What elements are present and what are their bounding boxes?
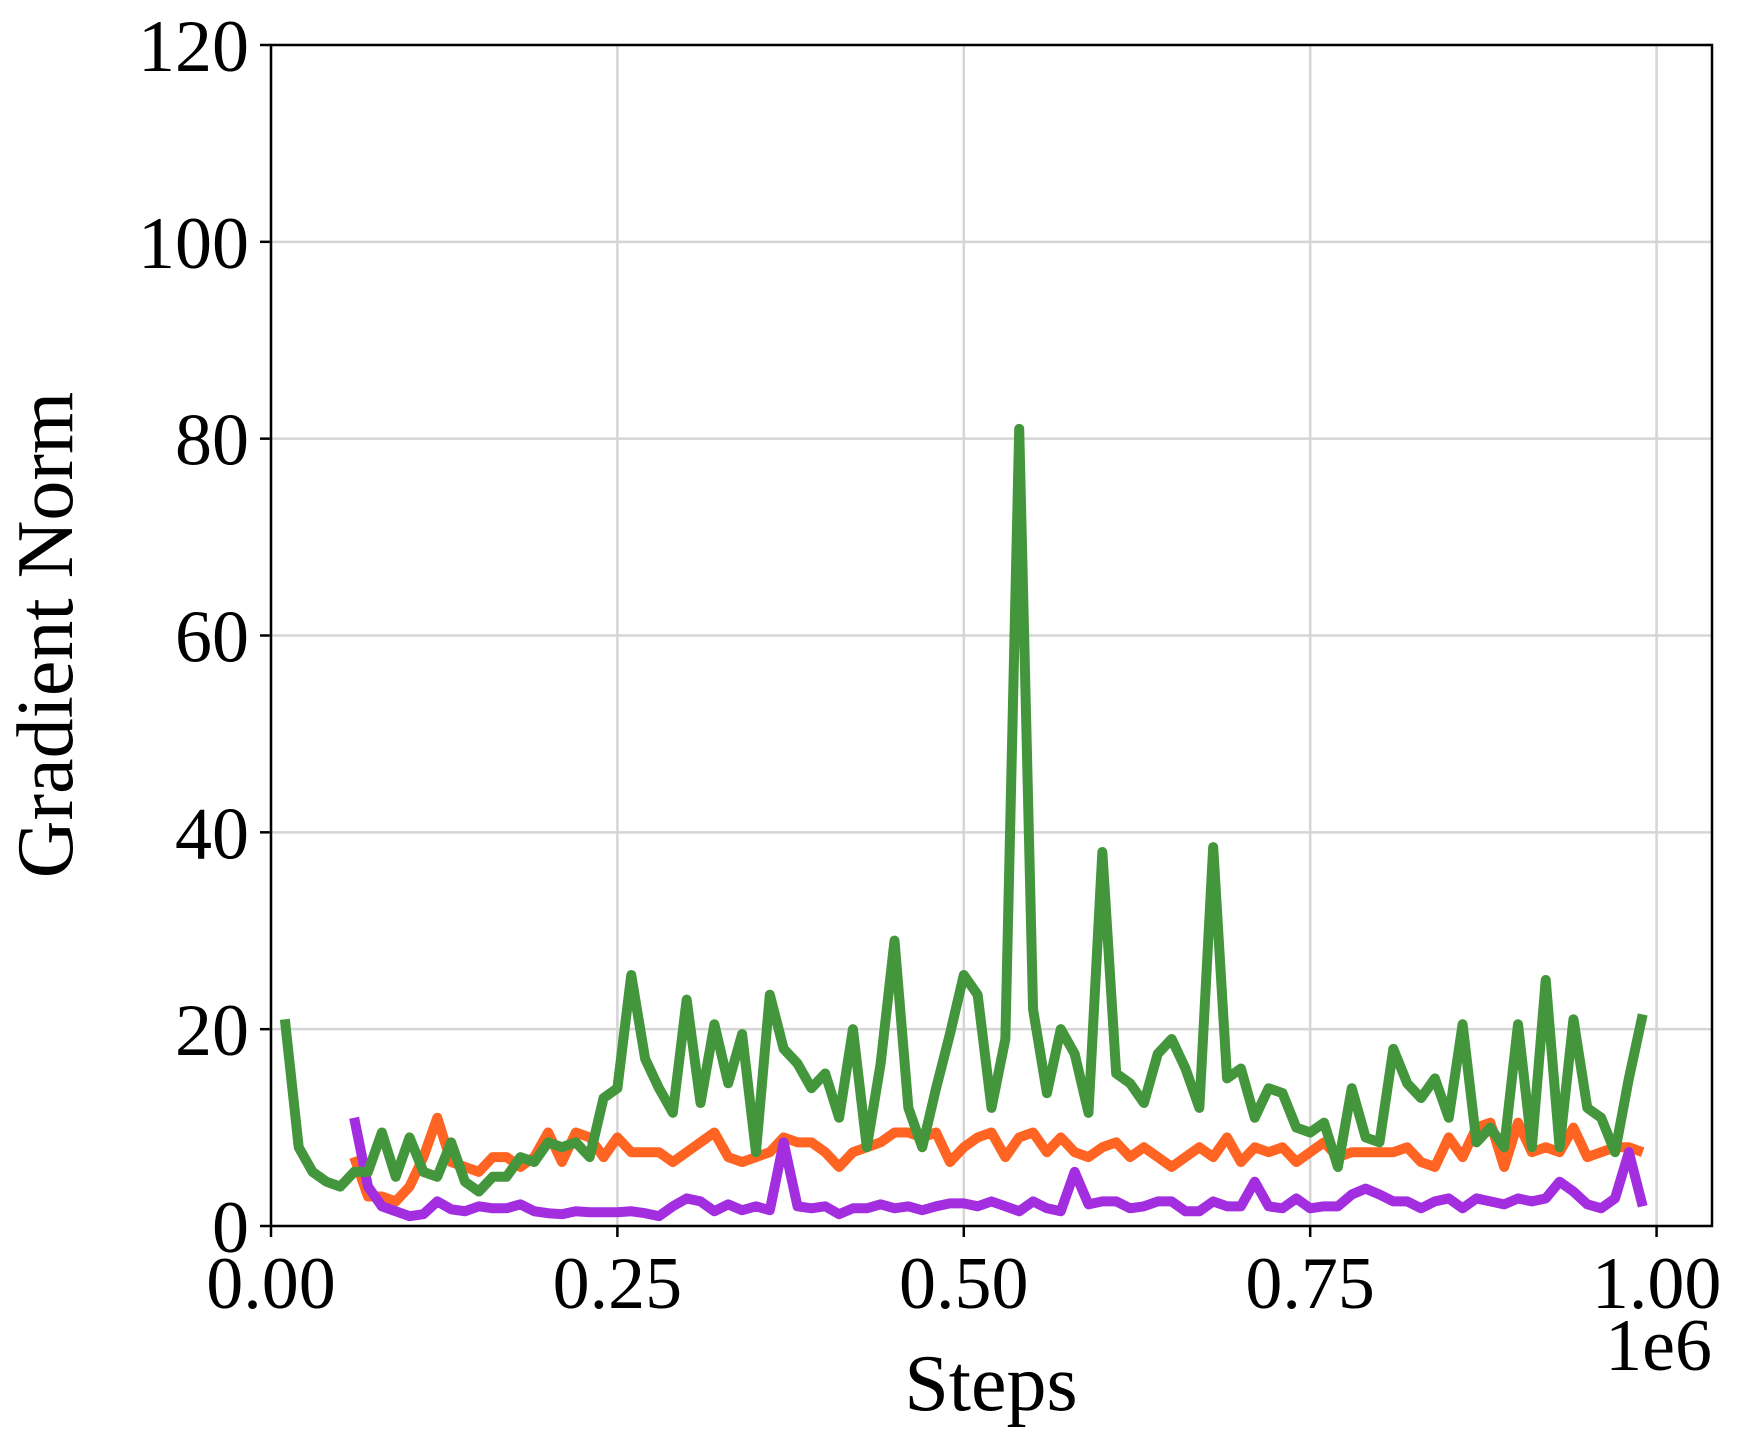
line xyxy=(349,1112,1645,1207)
y-tick-label: 100 xyxy=(138,203,249,285)
x-tick-label: 0.50 xyxy=(899,1243,1029,1325)
x-tick-label: 0.00 xyxy=(206,1243,336,1325)
line xyxy=(349,1116,1648,1222)
y-tick-label: 0 xyxy=(212,1187,249,1269)
x-tick-label: 0.75 xyxy=(1245,1243,1375,1325)
plot-frame xyxy=(269,43,1714,1228)
y-tick-label: 120 xyxy=(138,6,249,88)
x-axis-label: Steps xyxy=(904,1340,1077,1428)
y-tick-label: 20 xyxy=(175,990,249,1072)
x-tick-label: 1.00 xyxy=(1592,1243,1722,1325)
x-tick-label: 0.25 xyxy=(553,1243,683,1325)
y-tick-label: 60 xyxy=(175,597,249,679)
y-axis-label: Gradient Norm xyxy=(2,392,90,879)
line xyxy=(279,423,1648,1197)
y-tick-label: 40 xyxy=(175,793,249,875)
x-offset-label: 1e6 xyxy=(1605,1305,1712,1387)
y-tick-label: 80 xyxy=(175,400,249,482)
